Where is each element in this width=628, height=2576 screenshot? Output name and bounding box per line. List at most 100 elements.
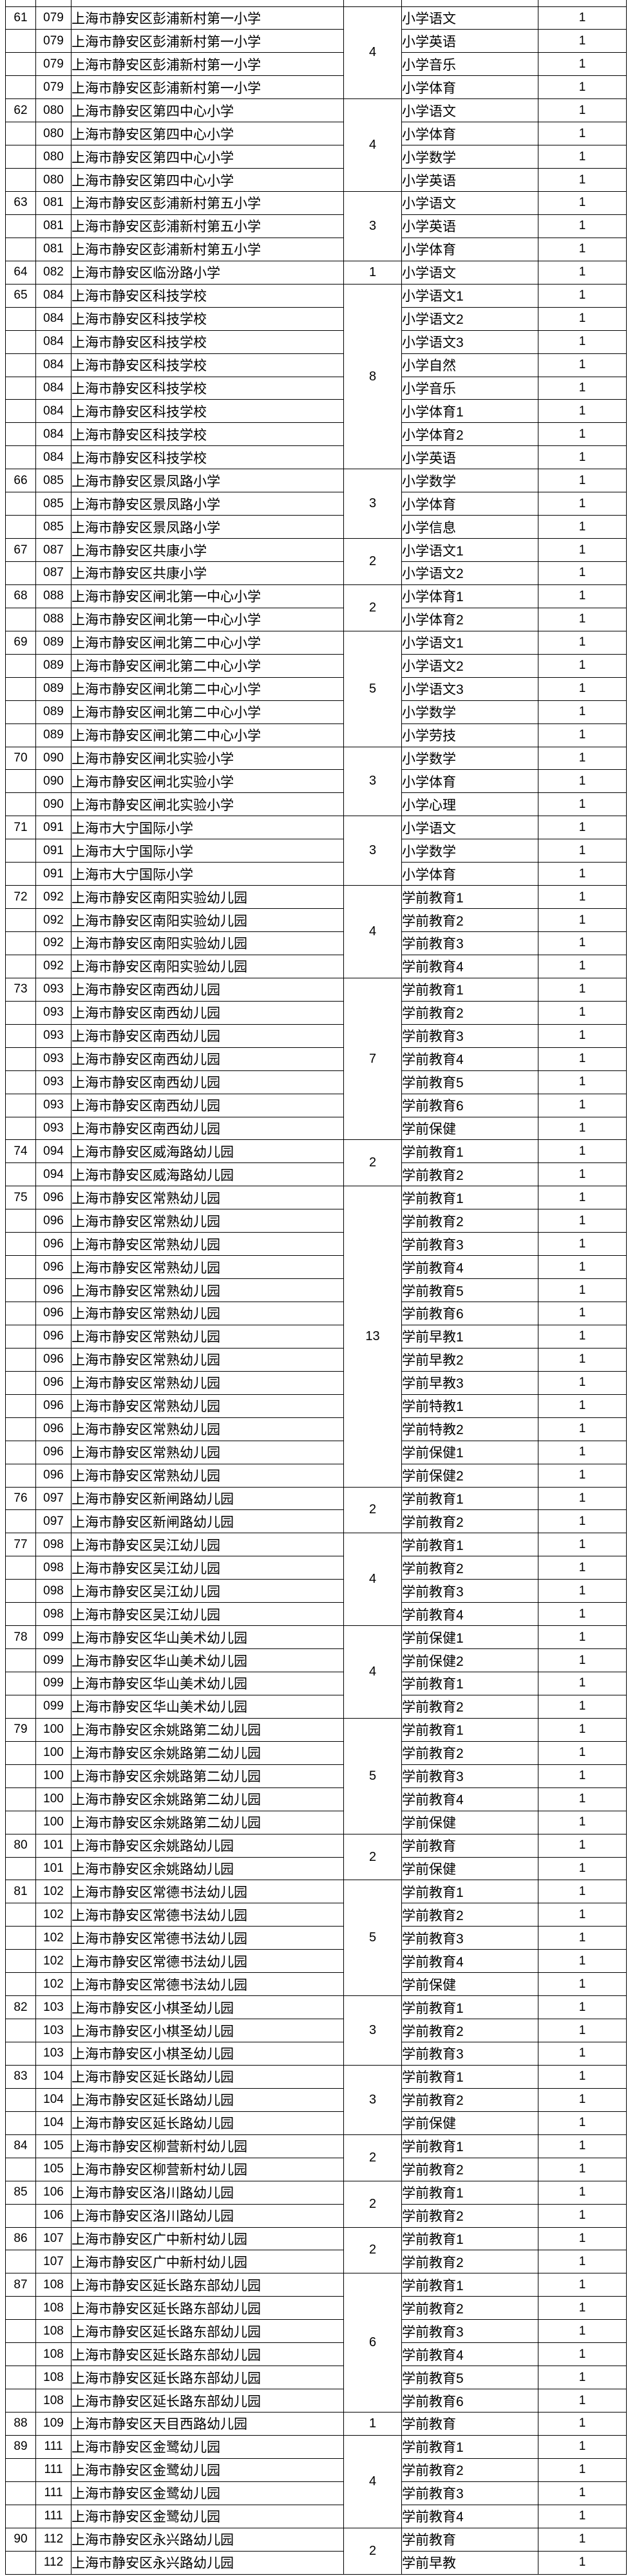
total-count-cell: 4 — [343, 2434, 402, 2528]
school-cell: 上海市静安区永兴路幼儿园 — [71, 2527, 344, 2552]
school-cell: 上海市静安区彭浦新村第五小学 — [71, 191, 344, 215]
table-row: 112 上海市静安区永兴路幼儿园 学前早教 1 — [5, 2550, 627, 2575]
code-cell: 096 — [35, 1186, 71, 1210]
code-cell: 111 — [35, 2481, 71, 2505]
total-count-cell: 3 — [343, 1995, 402, 2066]
table-row: 100 上海市静安区余姚路第二幼儿园 学前保健 1 — [5, 1810, 627, 1834]
school-cell: 上海市静安区威海路幼儿园 — [71, 1162, 344, 1187]
total-count-cell: 3 — [343, 816, 402, 886]
count-cell: 1 — [538, 653, 627, 678]
count-cell: 1 — [538, 1533, 627, 1557]
seq-cell — [5, 1741, 36, 1765]
total-count-cell: 1 — [343, 2412, 402, 2436]
seq-cell — [5, 1209, 36, 1233]
school-cell: 上海市静安区广中新村幼儿园 — [71, 2226, 344, 2251]
count-cell: 1 — [538, 1717, 627, 1742]
total-count-cell: 4 — [343, 1625, 402, 1719]
code-cell: 099 — [35, 1625, 71, 1650]
table-row: 084 上海市静安区科技学校 小学自然 1 — [5, 353, 627, 377]
count-cell: 1 — [538, 1186, 627, 1210]
seq-cell — [5, 0, 36, 7]
code-cell: 080 — [35, 145, 71, 169]
school-cell: 上海市静安区常熟幼儿园 — [71, 1186, 344, 1210]
table-row: 093 上海市静安区南西幼儿园 学前保健 1 — [5, 1116, 627, 1141]
count-cell: 1 — [538, 792, 627, 817]
code-cell: 093 — [35, 1047, 71, 1071]
table-row: 64 082 上海市静安区临汾路小学 1 小学语文 1 — [5, 260, 627, 285]
subject-cell: 小学数学 — [401, 700, 538, 724]
school-cell: 上海市静安区南西幼儿园 — [71, 1047, 344, 1071]
subject-cell: 学前保健 — [401, 1116, 538, 1141]
subject-cell: 学前教育2 — [401, 2019, 538, 2042]
subject-cell: 学前教育1 — [401, 2226, 538, 2251]
code-cell: 080 — [35, 98, 71, 123]
subject-cell: 小学语文1 — [401, 538, 538, 562]
code-cell: 089 — [35, 653, 71, 678]
table-row: 079 上海市静安区彭浦新村第一小学 小学体育 1 — [5, 75, 627, 100]
subject-cell: 学前教育2 — [401, 2250, 538, 2274]
total-count-cell: 3 — [343, 2064, 402, 2135]
seq-cell — [5, 353, 36, 377]
code-cell: 098 — [35, 1556, 71, 1580]
count-cell: 1 — [538, 2504, 627, 2528]
seq-cell — [5, 1672, 36, 1695]
code-cell: 096 — [35, 1278, 71, 1302]
code-cell: 104 — [35, 2064, 71, 2089]
count-cell: 1 — [538, 1440, 627, 1464]
count-cell: 1 — [538, 2111, 627, 2135]
count-cell: 1 — [538, 1672, 627, 1695]
seq-cell — [5, 1278, 36, 1302]
subject-cell: 小学语文2 — [401, 561, 538, 585]
count-cell: 1 — [538, 2389, 627, 2413]
seq-cell — [5, 1000, 36, 1025]
seq-cell — [5, 1556, 36, 1580]
school-cell: 上海市静安区常德书法幼儿园 — [71, 1972, 344, 1997]
subject-cell: 学前教育2 — [401, 2157, 538, 2181]
seq-cell — [5, 2250, 36, 2274]
table-row: 096 上海市静安区常熟幼儿园 学前教育6 1 — [5, 1302, 627, 1325]
subject-cell: 学前教育1 — [401, 2180, 538, 2205]
table-row: 093 上海市静安区南西幼儿园 学前教育6 1 — [5, 1093, 627, 1117]
count-cell: 1 — [538, 723, 627, 747]
count-cell: 1 — [538, 1810, 627, 1834]
table-row: 90 112 上海市静安区永兴路幼儿园 2 学前教育 1 — [5, 2527, 627, 2575]
subject-cell: 小学心理 — [401, 792, 538, 817]
subject-cell: 学前教育5 — [401, 1070, 538, 1094]
table-row: 105 上海市静安区柳营新村幼儿园 学前教育2 1 — [5, 2157, 627, 2181]
school-cell: 上海市静安区常熟幼儿园 — [71, 1278, 344, 1302]
subject-cell: 小学语文 — [401, 191, 538, 215]
seq-cell: 90 — [5, 2527, 36, 2552]
code-cell: 093 — [35, 1070, 71, 1094]
code-cell: 090 — [35, 769, 71, 794]
table-row: 098 上海市静安区吴江幼儿园 学前教育4 1 — [5, 1602, 627, 1627]
school-cell: 上海市静安区延长路东部幼儿园 — [71, 2342, 344, 2367]
total-count-cell: 8 — [343, 283, 402, 470]
subject-cell: 学前教育2 — [401, 1000, 538, 1025]
count-cell: 1 — [538, 2180, 627, 2205]
count-cell: 1 — [538, 769, 627, 794]
school-cell: 上海市静安区南西幼儿园 — [71, 1116, 344, 1141]
count-cell: 1 — [538, 1394, 627, 1418]
code-cell: 102 — [35, 1926, 71, 1950]
table-row: 096 上海市静安区常熟幼儿园 学前教育5 1 — [5, 1278, 627, 1302]
table-row: 103 上海市静安区小棋圣幼儿园 学前教育3 1 — [5, 2042, 627, 2066]
total-count-cell: 2 — [343, 1833, 402, 1881]
table-row: 108 上海市静安区延长路东部幼儿园 学前教育3 1 — [5, 2319, 627, 2344]
seq-cell: 68 — [5, 584, 36, 608]
school-cell: 上海市静安区闸北第二中心小学 — [71, 723, 344, 747]
seq-cell — [5, 145, 36, 169]
subject-cell: 学前教育4 — [401, 1047, 538, 1071]
table-row: 82 103 上海市静安区小棋圣幼儿园 3 学前教育1 1 — [5, 1995, 627, 2066]
table-row: 093 上海市静安区南西幼儿园 学前教育4 1 — [5, 1047, 627, 1071]
count-cell: 1 — [538, 1255, 627, 1280]
school-cell: 上海市静安区闸北第一中心小学 — [71, 607, 344, 631]
table-row: 61 079 上海市静安区彭浦新村第一小学 4 小学语文 1 — [5, 6, 627, 100]
subject-cell: 小学英语 — [401, 168, 538, 192]
seq-cell — [5, 1093, 36, 1117]
subject-cell: 学前教育4 — [401, 1787, 538, 1811]
seq-cell — [5, 1070, 36, 1094]
subject-cell: 学前教育1 — [401, 1186, 538, 1210]
school-cell: 上海市静安区天目西路幼儿园 — [71, 2412, 344, 2436]
table-row: 084 上海市静安区科技学校 小学体育2 1 — [5, 422, 627, 447]
